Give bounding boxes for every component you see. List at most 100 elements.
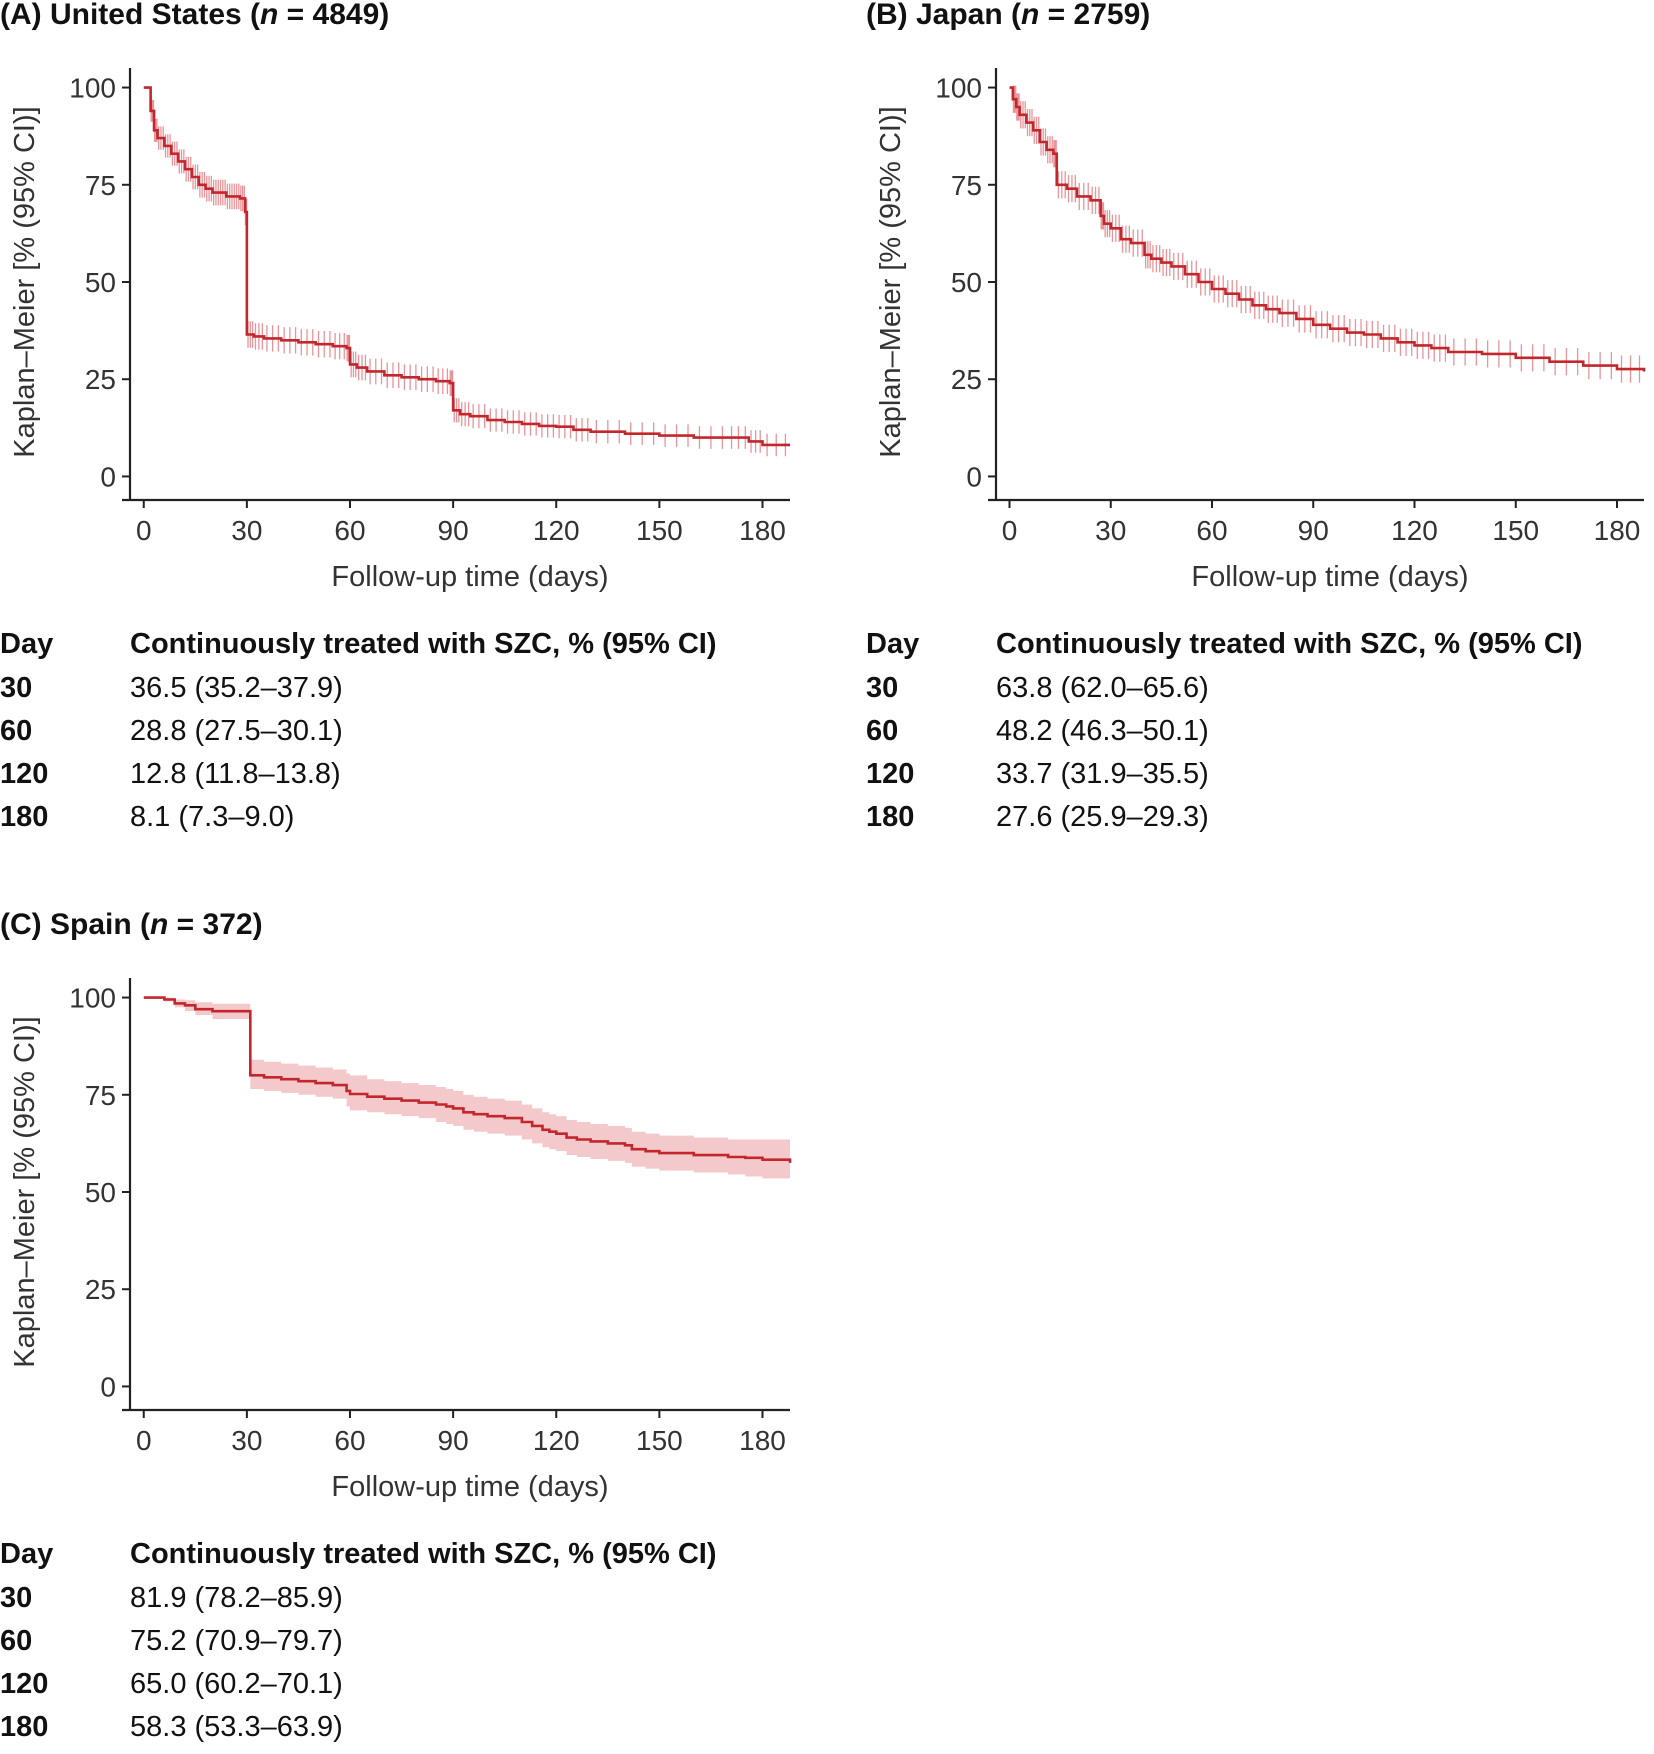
y-tick-label: 25	[85, 1274, 116, 1305]
cell-day: 60	[0, 715, 33, 747]
table-row: 60 28.8 (27.5–30.1)	[0, 715, 717, 758]
x-tick-label: 90	[438, 1425, 469, 1456]
x-tick-label: 150	[636, 515, 683, 546]
col-header-day: Day	[866, 628, 920, 660]
y-tick-label: 0	[100, 1371, 116, 1402]
y-tick-label: 75	[85, 1080, 116, 1111]
title-suffix: = 2759)	[1039, 0, 1151, 31]
title-suffix: = 372)	[168, 908, 263, 941]
table-row: 60 75.2 (70.9–79.7)	[0, 1625, 717, 1668]
ci-ticks	[1012, 85, 1641, 383]
ci-band	[143, 997, 790, 1182]
table-row: 180 58.3 (53.3–63.9)	[0, 1711, 717, 1754]
cell-day: 60	[0, 1625, 33, 1657]
table-row: 120 33.7 (31.9–35.5)	[866, 758, 1583, 801]
x-axis-label: Follow-up time (days)	[331, 1471, 608, 1503]
cell-value: 48.2 (46.3–50.1)	[996, 715, 1209, 747]
x-tick-label: 120	[533, 1425, 580, 1456]
y-tick-label: 75	[951, 170, 982, 201]
y-tick-label: 100	[935, 73, 982, 104]
title-n-symbol: n	[1021, 0, 1040, 31]
km-chart-b: 0 25 50 75 100 0 30 60 90 120 150 180 Follow-up time…	[875, 68, 1646, 593]
cell-value: 63.8 (62.0–65.6)	[996, 672, 1209, 704]
table-c: Day Continuously treated with SZC, % (95…	[0, 1538, 717, 1754]
table-row: 120 65.0 (60.2–70.1)	[0, 1668, 717, 1711]
cell-day: 180	[866, 801, 915, 833]
y-axis-label: Kaplan–Meier [% (95% CI)]	[9, 106, 41, 457]
table-row: 60 48.2 (46.3–50.1)	[866, 715, 1583, 758]
y-tick-label: 25	[85, 364, 116, 395]
cell-day: 30	[866, 672, 899, 704]
cell-value: 81.9 (78.2–85.9)	[130, 1582, 343, 1614]
x-tick-label: 90	[1298, 515, 1329, 546]
y-axis-label: Kaplan–Meier [% (95% CI)]	[9, 1016, 41, 1367]
x-axis-label: Follow-up time (days)	[1191, 561, 1468, 593]
table-row: 30 63.8 (62.0–65.6)	[866, 672, 1583, 715]
cell-value: 75.2 (70.9–79.7)	[130, 1625, 343, 1657]
cell-day: 120	[0, 758, 49, 790]
x-tick-label: 180	[739, 1425, 786, 1456]
y-tick-label: 0	[100, 461, 116, 492]
x-tick-label: 180	[1594, 515, 1641, 546]
table-a: Day Continuously treated with SZC, % (95…	[0, 628, 717, 844]
x-tick-label: 60	[1196, 515, 1227, 546]
cell-day: 60	[866, 715, 899, 747]
x-tick-label: 150	[636, 1425, 683, 1456]
y-axis-label: Kaplan–Meier [% (95% CI)]	[875, 106, 907, 457]
cell-day: 180	[0, 1711, 49, 1743]
x-tick-label: 120	[1391, 515, 1438, 546]
col-header-day: Day	[0, 1538, 54, 1570]
cell-value: 27.6 (25.9–29.3)	[996, 801, 1209, 833]
cell-value: 36.5 (35.2–37.9)	[130, 672, 343, 704]
x-tick-label: 120	[533, 515, 580, 546]
y-tick-label: 100	[69, 73, 116, 104]
cell-value: 65.0 (60.2–70.1)	[130, 1668, 343, 1700]
cell-value: 33.7 (31.9–35.5)	[996, 758, 1209, 790]
cell-day: 180	[0, 801, 49, 833]
col-header-day: Day	[0, 628, 54, 660]
title-n-symbol: n	[260, 0, 279, 31]
y-tick-label: 25	[951, 364, 982, 395]
table-b: Day Continuously treated with SZC, % (95…	[866, 628, 1583, 844]
title-suffix: = 4849)	[278, 0, 390, 31]
x-tick-label: 30	[1095, 515, 1126, 546]
title-prefix: (C) Spain (	[0, 908, 150, 941]
km-curve	[143, 996, 792, 1163]
title-prefix: (A) United States (	[0, 0, 261, 31]
title-prefix: (B) Japan (	[866, 0, 1022, 31]
col-header-value: Continuously treated with SZC, % (95% CI…	[130, 1538, 717, 1570]
cell-value: 8.1 (7.3–9.0)	[130, 801, 295, 833]
table-row: 30 81.9 (78.2–85.9)	[0, 1582, 717, 1625]
panel-c: (C) Spain (n = 372) 0 25 50 75 100 0 30 60 90 120…	[0, 908, 800, 1746]
table-row: 120 12.8 (11.8–13.8)	[0, 758, 717, 801]
x-tick-label: 30	[231, 1425, 262, 1456]
table-row: 180 8.1 (7.3–9.0)	[0, 801, 717, 844]
cell-value: 58.3 (53.3–63.9)	[130, 1711, 343, 1743]
y-tick-label: 50	[85, 267, 116, 298]
panel-a: (A) United States (n = 4849) 0 25 50 75 100 0…	[0, 0, 800, 833]
panel-b: (B) Japan (n = 2759) 0 25 50 75 100 0 30 60 90 12…	[866, 0, 1654, 833]
table-row: 180 27.6 (25.9–29.3)	[866, 801, 1583, 844]
x-tick-label: 30	[231, 515, 262, 546]
cell-day: 120	[866, 758, 915, 790]
col-header-value: Continuously treated with SZC, % (95% CI…	[130, 628, 717, 660]
panel-title: (A) United States (n = 4849)	[0, 0, 389, 32]
x-tick-label: 0	[136, 515, 152, 546]
cell-day: 120	[0, 1668, 49, 1700]
km-curve	[1009, 86, 1646, 372]
y-tick-label: 75	[85, 170, 116, 201]
y-tick-label: 50	[951, 267, 982, 298]
cell-value: 28.8 (27.5–30.1)	[130, 715, 343, 747]
col-header-value: Continuously treated with SZC, % (95% CI…	[996, 628, 1583, 660]
x-tick-label: 60	[334, 515, 365, 546]
panel-title: (C) Spain (n = 372)	[0, 908, 263, 942]
cell-day: 30	[0, 672, 33, 704]
km-chart-c: 0 25 50 75 100 0 30 60 90 120 150 180 Follow-up time…	[9, 978, 792, 1503]
km-chart-a: 0 25 50 75 100 0 30 60 90 120 150 180 Follow-up time…	[9, 68, 790, 593]
y-tick-label: 100	[69, 983, 116, 1014]
y-tick-label: 50	[85, 1177, 116, 1208]
x-tick-label: 60	[334, 1425, 365, 1456]
x-tick-label: 90	[438, 515, 469, 546]
y-tick-label: 0	[966, 461, 982, 492]
x-tick-label: 150	[1492, 515, 1539, 546]
